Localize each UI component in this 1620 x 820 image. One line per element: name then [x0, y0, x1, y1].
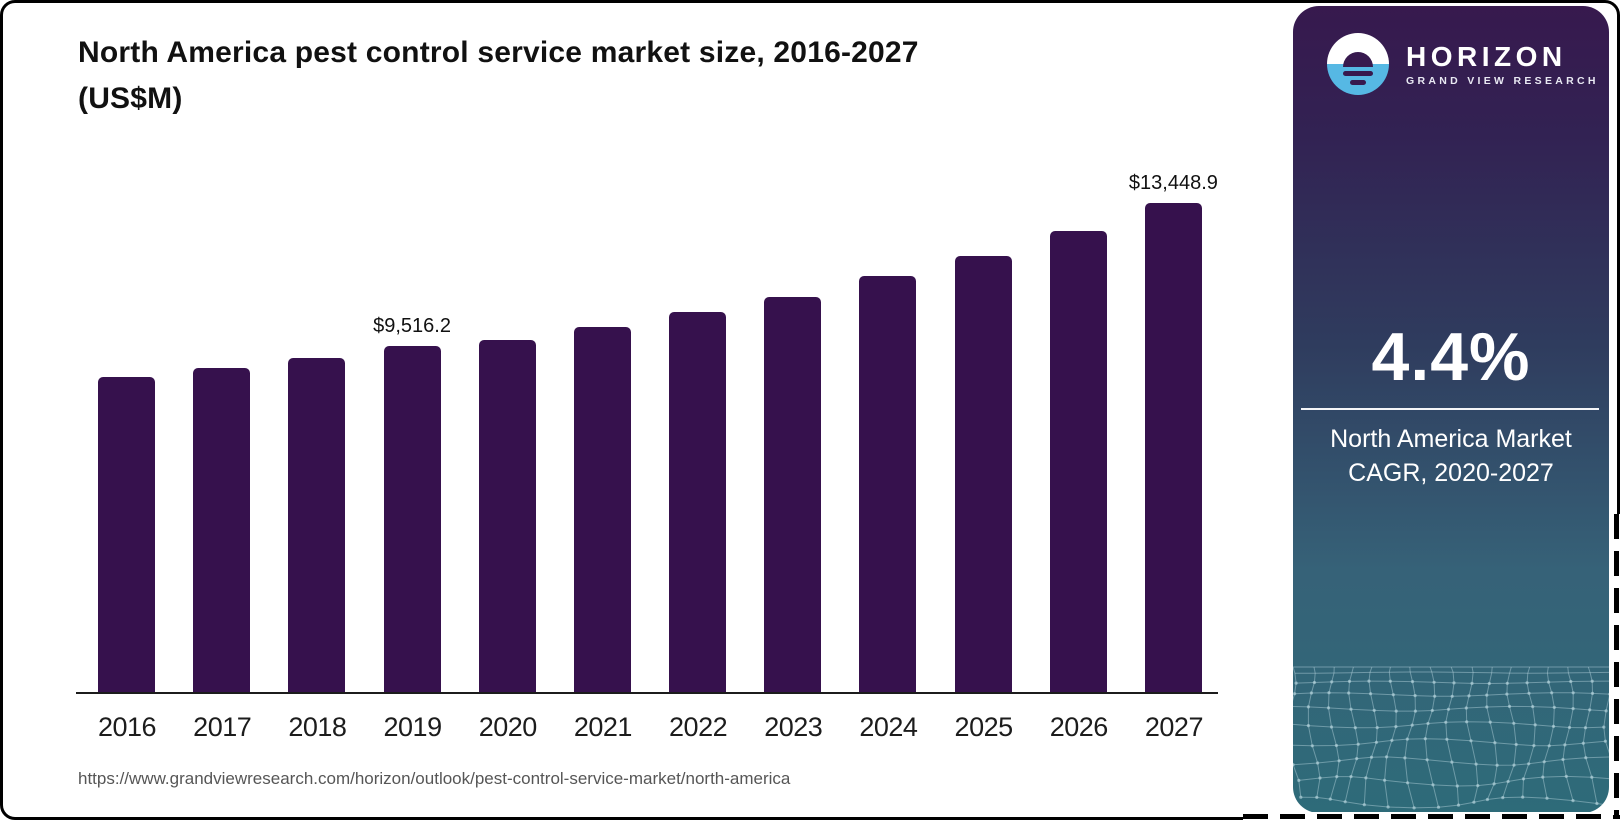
horizon-logo: HORIZON GRAND VIEW RESEARCH	[1327, 33, 1599, 95]
stat-divider	[1301, 408, 1599, 410]
brand-tagline: GRAND VIEW RESEARCH	[1406, 74, 1599, 87]
cagr-caption: North America Market CAGR, 2020-2027	[1293, 422, 1609, 490]
bar	[383, 346, 441, 693]
cagr-stat: 4.4% North America Market CAGR, 2020-2027	[1293, 320, 1609, 490]
bar	[478, 340, 536, 693]
bar	[573, 327, 631, 693]
bar-2022	[669, 312, 727, 693]
bar-2017	[193, 368, 251, 693]
bar	[98, 377, 155, 693]
x-axis-label-2024: 2024	[859, 712, 918, 742]
x-axis-label-2016: 2016	[98, 712, 157, 742]
bar	[193, 368, 251, 693]
bar-2026	[1049, 230, 1107, 693]
x-axis-label-2027: 2027	[1144, 712, 1204, 742]
sun-over-horizon-icon	[1327, 33, 1389, 95]
chart-title-line2: (US$M)	[78, 82, 183, 115]
dashed-border-right	[1612, 514, 1620, 815]
source-url: https://www.grandviewresearch.com/horizo…	[78, 769, 791, 788]
dashed-border-bottom	[1243, 812, 1620, 820]
x-axis-label-2017: 2017	[193, 712, 252, 742]
cagr-caption-line2: CAGR, 2020-2027	[1348, 459, 1554, 487]
bar-2027: $13,448.9	[1129, 172, 1218, 693]
data-label-2019: $9,516.2	[373, 315, 451, 338]
wireframe-mesh-decoration	[1293, 666, 1609, 810]
bar	[764, 297, 822, 693]
x-axis-label-2019: 2019	[383, 712, 443, 742]
sidebar: HORIZON GRAND VIEW RESEARCH 4.4% North A…	[1293, 6, 1609, 813]
bar	[1144, 203, 1202, 693]
bar	[859, 276, 917, 693]
x-axis-label-2018: 2018	[288, 712, 347, 742]
x-axis-label-2025: 2025	[954, 712, 1014, 742]
bar-2016	[98, 377, 155, 693]
bar-2021	[573, 327, 631, 693]
bar-2020	[478, 340, 536, 693]
x-axis-label-2021: 2021	[573, 712, 633, 742]
bar-2023	[764, 297, 822, 693]
bar-2025	[954, 256, 1012, 693]
bar-2019: $9,516.2	[373, 315, 451, 693]
bar-2018	[288, 358, 346, 693]
x-axis-label-2023: 2023	[764, 712, 823, 742]
chart-title: North America pest control service marke…	[78, 30, 919, 122]
x-axis-label-2022: 2022	[669, 712, 728, 742]
bar	[954, 256, 1012, 693]
brand-text: HORIZON GRAND VIEW RESEARCH	[1406, 40, 1599, 87]
bar	[669, 312, 727, 693]
brand-name: HORIZON	[1406, 40, 1567, 72]
bar	[288, 358, 346, 693]
x-axis-label-2020: 2020	[478, 712, 538, 742]
cagr-caption-line1: North America Market	[1330, 425, 1572, 453]
x-axis-labels: 2016 2017 2018 2019 2020 2021 2022 2023 2024 2025…	[98, 712, 1204, 743]
bar	[1049, 230, 1107, 693]
bar-2024	[859, 276, 917, 693]
data-label-2027: $13,448.9	[1128, 172, 1218, 194]
cagr-value: 4.4%	[1371, 319, 1531, 395]
x-axis-line	[76, 692, 1218, 694]
x-axis-label-2026: 2026	[1049, 712, 1109, 742]
chart-title-line1: North America pest control service marke…	[78, 36, 919, 69]
bar-chart: $9,516.2 $13,448.9	[98, 0, 1218, 693]
